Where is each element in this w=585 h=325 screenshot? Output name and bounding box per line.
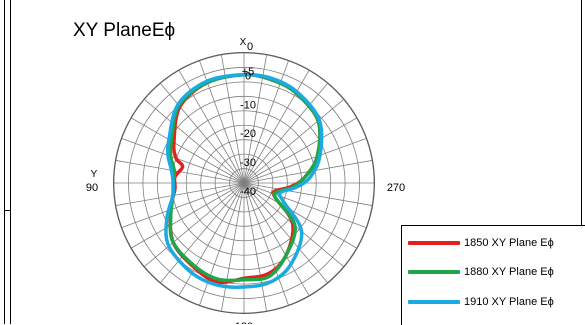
grid-spoke — [243, 182, 373, 206]
grid-spoke — [160, 83, 245, 184]
grid-spoke — [121, 182, 245, 228]
grid-spoke — [115, 182, 245, 206]
grid-spoke — [243, 182, 357, 249]
grid-spoke — [178, 70, 245, 184]
grid-spoke — [243, 182, 328, 283]
grid-spoke — [160, 182, 245, 283]
grid-spoke — [121, 138, 245, 184]
legend-label-1850: 1850 XY Plane Eϕ — [464, 237, 554, 249]
left-frame-line-inner — [10, 0, 11, 324]
legend-swatch-1880 — [408, 270, 460, 274]
grid-spoke — [243, 117, 357, 184]
radial-tick-label: 0 — [245, 70, 251, 82]
radial-tick-label: -10 — [240, 99, 256, 111]
grid-outer-ring — [113, 52, 375, 314]
radial-tick-label: -20 — [240, 128, 256, 140]
angle-label-0: 0 — [247, 41, 253, 53]
grid-spoke — [243, 182, 267, 312]
grid-spoke — [199, 182, 245, 306]
grid-spoke — [221, 182, 245, 312]
angle-axis-x: X — [240, 37, 247, 48]
legend-item-1880: 1880 XY Plane Eϕ — [408, 264, 554, 280]
angle-axis-y: Y — [91, 169, 98, 180]
legend-swatch-1850 — [408, 241, 460, 245]
grid-spoke — [178, 182, 245, 296]
series-layer — [164, 72, 324, 289]
angle-label-90: 90 — [86, 182, 98, 194]
grid-spoke — [144, 99, 245, 184]
grid-spoke — [243, 99, 344, 184]
grid-spoke — [131, 117, 245, 184]
axis-labels: +50-10-20-30-40X0Y90270180 — [86, 37, 405, 324]
grid-spoke — [243, 182, 289, 306]
radial-tick-label: +5 — [242, 66, 255, 78]
legend-item-1910: 1910 XY Plane Eϕ — [408, 294, 554, 310]
legend: 1850 XY Plane Eϕ 1880 XY Plane Eϕ 1910 X… — [401, 225, 585, 325]
chart-title: XY PlaneEϕ — [73, 20, 176, 41]
polar-grid — [113, 52, 375, 314]
grid-spoke — [144, 182, 245, 267]
legend-swatch-1910 — [408, 300, 460, 304]
grid-spoke — [243, 138, 367, 184]
grid-spoke — [243, 182, 310, 296]
left-frame-divider — [4, 210, 11, 211]
grid-spoke — [243, 70, 310, 184]
grid-spoke — [131, 182, 245, 249]
legend-label-1910: 1910 XY Plane Eϕ — [464, 296, 554, 308]
grid-spoke — [243, 182, 367, 228]
right-frame-line — [581, 0, 582, 324]
left-frame-line — [4, 0, 5, 324]
series-line-1 — [168, 72, 322, 283]
angle-label-270: 270 — [387, 182, 405, 194]
radial-tick-label: -40 — [240, 186, 256, 198]
series-line-2 — [164, 72, 324, 289]
radial-tick-label: -30 — [240, 157, 256, 169]
legend-item-1850: 1850 XY Plane Eϕ — [408, 235, 554, 251]
grid-spoke — [243, 83, 328, 184]
angle-label-180: 180 — [235, 321, 253, 324]
legend-label-1880: 1880 XY Plane Eϕ — [464, 266, 554, 278]
